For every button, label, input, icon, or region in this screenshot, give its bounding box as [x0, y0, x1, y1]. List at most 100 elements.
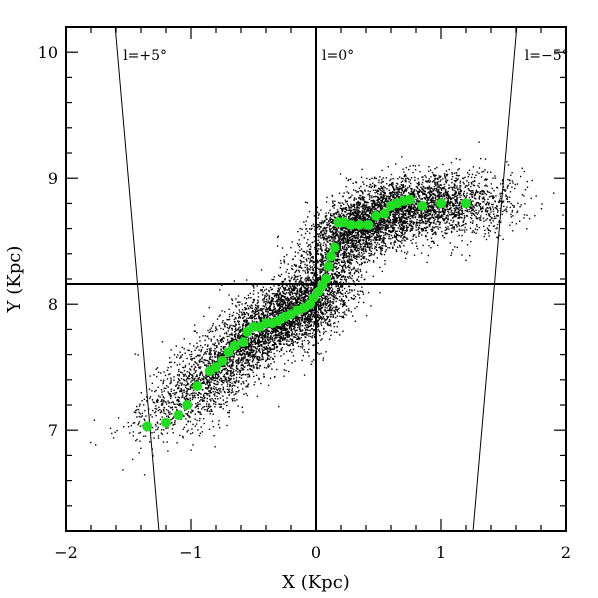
cloud-point — [341, 202, 343, 204]
cloud-point — [199, 417, 201, 420]
cloud-point — [354, 207, 356, 209]
cloud-point — [401, 239, 403, 242]
cloud-point — [349, 207, 351, 209]
cloud-point — [415, 198, 417, 201]
cloud-point — [167, 409, 169, 412]
cloud-point — [331, 304, 333, 307]
cloud-point — [342, 195, 344, 198]
cloud-point — [411, 229, 413, 231]
cloud-point — [184, 352, 186, 354]
cloud-point — [202, 418, 205, 420]
cloud-point — [378, 228, 380, 230]
cloud-point — [292, 333, 294, 335]
cloud-point — [469, 216, 472, 219]
cloud-point — [476, 202, 478, 204]
cloud-point — [358, 256, 360, 258]
cloud-point — [278, 334, 281, 337]
cloud-point — [362, 191, 364, 194]
cloud-point — [395, 197, 397, 199]
cloud-point — [340, 216, 342, 218]
cloud-point — [259, 340, 262, 343]
cloud-point — [183, 374, 186, 376]
cloud-point — [253, 290, 255, 292]
cloud-point — [511, 171, 513, 174]
cloud-point — [428, 193, 431, 195]
cloud-point — [226, 318, 228, 321]
cloud-point — [276, 347, 278, 349]
cloud-point — [390, 242, 392, 244]
cloud-point — [266, 309, 268, 311]
cloud-point — [286, 292, 288, 294]
cloud-point — [413, 210, 416, 212]
cloud-point — [186, 398, 189, 400]
cloud-point — [186, 370, 188, 373]
cloud-point — [354, 237, 356, 239]
cloud-point — [309, 289, 312, 292]
cloud-point — [160, 389, 163, 391]
cloud-point — [203, 395, 205, 398]
cloud-point — [238, 359, 240, 361]
cloud-point — [344, 276, 347, 278]
cloud-point — [318, 353, 320, 355]
cloud-point — [181, 354, 184, 356]
cloud-point — [266, 338, 269, 340]
cloud-point — [469, 206, 471, 209]
cloud-point — [281, 326, 283, 328]
cloud-point — [291, 319, 294, 321]
cloud-point — [305, 201, 307, 203]
cloud-point — [211, 420, 214, 422]
cloud-point — [306, 267, 309, 269]
cloud-point — [229, 361, 231, 363]
cloud-point — [228, 410, 231, 412]
cloud-point — [252, 301, 254, 304]
cloud-point — [494, 175, 496, 177]
cloud-point — [236, 349, 238, 352]
cloud-point — [260, 333, 262, 336]
cloud-point — [445, 178, 447, 180]
cloud-point — [228, 294, 230, 296]
cloud-point — [205, 376, 207, 378]
cloud-point — [382, 244, 384, 247]
cloud-point — [292, 286, 295, 288]
cloud-point — [200, 426, 202, 428]
cloud-point — [186, 413, 189, 416]
cloud-point — [350, 238, 353, 240]
cloud-point — [281, 347, 284, 349]
cloud-point — [178, 370, 180, 373]
cloud-point — [189, 386, 192, 389]
cloud-point — [277, 298, 279, 300]
cloud-point — [157, 428, 159, 430]
cloud-point — [276, 236, 279, 239]
cloud-point — [433, 189, 435, 191]
cloud-point — [344, 199, 347, 201]
cloud-point — [375, 222, 378, 224]
cloud-point — [234, 316, 237, 319]
cloud-point — [404, 195, 407, 197]
cloud-point — [422, 179, 424, 181]
cloud-point — [282, 324, 284, 326]
cloud-point — [155, 425, 157, 427]
cloud-point — [183, 370, 186, 372]
cloud-point — [268, 346, 271, 349]
cloud-point — [208, 410, 210, 413]
cloud-point — [436, 166, 438, 169]
cloud-point — [208, 348, 210, 350]
cloud-point — [404, 206, 407, 209]
cloud-point — [343, 242, 345, 244]
cloud-point — [360, 246, 362, 248]
cloud-point — [365, 250, 368, 253]
cloud-point — [508, 201, 511, 203]
cloud-point — [201, 356, 203, 358]
cloud-point — [489, 209, 492, 211]
cloud-point — [498, 220, 501, 222]
cloud-point — [393, 219, 396, 221]
cloud-point — [341, 266, 344, 268]
cloud-point — [420, 217, 423, 219]
cloud-point — [409, 206, 411, 209]
cloud-point — [348, 256, 351, 258]
cloud-point — [378, 229, 381, 231]
cloud-point — [299, 259, 301, 262]
cloud-point — [321, 261, 323, 263]
cloud-point — [414, 179, 416, 181]
cloud-point — [232, 372, 234, 374]
